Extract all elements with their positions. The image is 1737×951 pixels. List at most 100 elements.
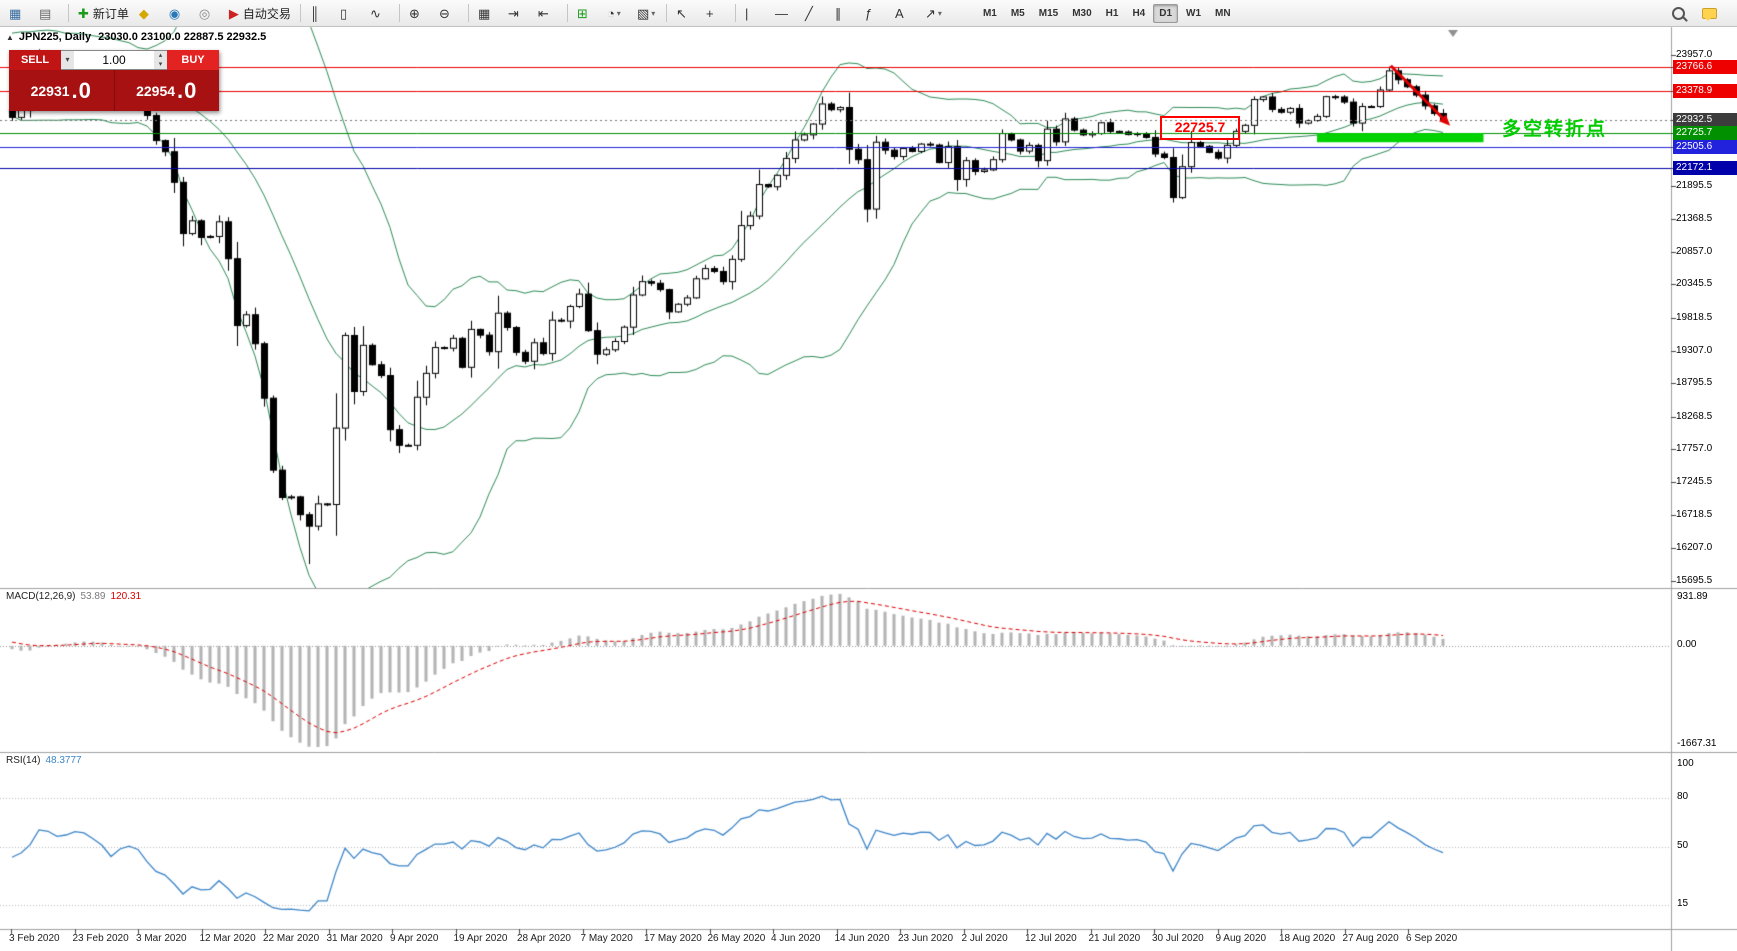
price-scale-label: 23957.0 bbox=[1676, 48, 1713, 60]
volume-dropdown-icon[interactable]: ▾ bbox=[61, 51, 74, 69]
chevron-down-icon: ▾ bbox=[937, 8, 942, 18]
price-annotation-box[interactable]: 22725.7 bbox=[1160, 116, 1240, 140]
chart-bars-button[interactable]: ║ bbox=[306, 1, 334, 25]
rsi-scale-label: 100 bbox=[1677, 758, 1694, 769]
periods-icon: ◔ bbox=[606, 5, 615, 21]
fibonacci-icon: ƒ bbox=[864, 5, 873, 21]
ask-frac: .0 bbox=[177, 77, 198, 103]
time-label: 2 Jul 2020 bbox=[961, 933, 1008, 944]
new-order-label: 新订单 bbox=[92, 6, 129, 21]
new-chart-icon: ▦ bbox=[9, 5, 22, 21]
time-label: 23 Jun 2020 bbox=[898, 933, 954, 944]
time-label: 23 Feb 2020 bbox=[72, 933, 129, 944]
trendline-button[interactable]: ╱ bbox=[801, 1, 829, 25]
buy-button[interactable]: BUY bbox=[167, 50, 219, 70]
indicators-button[interactable]: ⊞ bbox=[573, 1, 601, 25]
ask-price[interactable]: 22954.0 bbox=[115, 70, 220, 111]
volume-input[interactable] bbox=[74, 51, 154, 69]
zoom-in-icon: ⊕ bbox=[408, 5, 420, 21]
bid-price[interactable]: 22931.0 bbox=[9, 70, 115, 111]
zoom-out-icon: ⊖ bbox=[438, 5, 450, 21]
time-label: 30 Jul 2020 bbox=[1152, 933, 1204, 944]
tile-windows-icon: ▦ bbox=[477, 5, 491, 21]
chart-line-icon: ∿ bbox=[369, 5, 381, 21]
toolbar-separator bbox=[68, 4, 69, 22]
timeframe-m5[interactable]: M5 bbox=[1010, 7, 1025, 19]
toolbar: ▦ ▤ ✚ 新订单 ◆ ◉ ◎ ▶ 自动交易 ║ ▯ ∿ ⊕ ⊖ ▦ ⇥ ⇤ ⊞ ◔ ▾ ▧ ▾ ↖ + | ― ╱ ∥ ƒ A ↗ ▾ M1… bbox=[0, 0, 1737, 27]
spin-up-icon[interactable]: ▴ bbox=[158, 52, 163, 59]
metaeditor-button[interactable]: ◆ bbox=[135, 1, 163, 25]
time-label: 7 May 2020 bbox=[580, 933, 633, 944]
zoom-in-button[interactable]: ⊕ bbox=[405, 1, 433, 25]
vertical-line-button[interactable]: | bbox=[741, 1, 769, 25]
bid-frac: .0 bbox=[71, 77, 92, 103]
time-label: 3 Mar 2020 bbox=[136, 933, 187, 944]
time-label: 14 Jun 2020 bbox=[834, 933, 890, 944]
text-tool-button[interactable]: A bbox=[891, 1, 919, 25]
chart-ohlc-values: 23030.0 23100.0 22887.5 22932.5 bbox=[98, 31, 267, 43]
toolbar-right bbox=[1667, 1, 1727, 25]
arrows-tool-button[interactable]: ↗ ▾ bbox=[921, 1, 949, 25]
rsi-scale-label: 80 bbox=[1677, 790, 1689, 802]
templates-button[interactable]: ▧ ▾ bbox=[633, 1, 661, 25]
chat-button[interactable] bbox=[1698, 1, 1726, 25]
timeframe-mn[interactable]: MN bbox=[1215, 7, 1231, 19]
macd-scale-label: 931.89 bbox=[1677, 591, 1708, 602]
horizontal-line-button[interactable]: ― bbox=[771, 1, 799, 25]
price-scale-label: 21895.5 bbox=[1676, 179, 1713, 191]
timeframe-m30[interactable]: M30 bbox=[1072, 7, 1092, 19]
market-icon: ◉ bbox=[168, 5, 181, 21]
chart-line-button[interactable]: ∿ bbox=[366, 1, 394, 25]
chevron-down-icon: ▾ bbox=[651, 8, 656, 18]
timeframe-h4[interactable]: H4 bbox=[1132, 7, 1146, 19]
hline-price-label: 22725.7 bbox=[1673, 125, 1737, 140]
time-label: 6 Sep 2020 bbox=[1406, 933, 1458, 944]
price-scale-label: 19307.0 bbox=[1676, 344, 1713, 356]
timeframe-w1[interactable]: W1 bbox=[1186, 7, 1202, 19]
chart-bars-icon: ║ bbox=[309, 5, 320, 21]
macd-scale-label: 0.00 bbox=[1677, 638, 1697, 650]
chart-symbol-period: JPN225, Daily bbox=[18, 31, 92, 43]
time-label: 21 Jul 2020 bbox=[1088, 933, 1141, 944]
time-label: 3 Feb 2020 bbox=[9, 933, 60, 944]
turning-point-annotation[interactable]: 多空转折点 bbox=[1502, 119, 1608, 140]
price-scale-label: 18268.5 bbox=[1676, 410, 1713, 422]
timeframe-h1[interactable]: H1 bbox=[1105, 7, 1119, 19]
new-order-button[interactable]: ✚ 新订单 bbox=[74, 1, 133, 25]
equidistant-channel-button[interactable]: ∥ bbox=[831, 1, 859, 25]
chart-title: ▲ JPN225, Daily 23030.0 23100.0 22887.5 22… bbox=[6, 31, 266, 43]
time-label: 26 May 2020 bbox=[707, 933, 766, 944]
timeframe-m1[interactable]: M1 bbox=[982, 7, 997, 19]
trade-panel-toggle-icon[interactable]: ▲ bbox=[6, 33, 14, 42]
timeframe-bar: M1 M5 M15 M30 H1 H4 D1 W1 MN bbox=[976, 3, 1238, 23]
profiles-button[interactable]: ▤ bbox=[35, 1, 63, 25]
arrows-tool-icon: ↗ bbox=[924, 5, 936, 21]
search-button[interactable] bbox=[1668, 1, 1696, 25]
chart-shift-button[interactable]: ⇤ bbox=[534, 1, 562, 25]
text-tool-icon: A bbox=[894, 5, 904, 21]
search-icon bbox=[1672, 6, 1685, 20]
sell-button[interactable]: SELL bbox=[9, 50, 61, 70]
auto-scroll-button[interactable]: ⇥ bbox=[504, 1, 532, 25]
cursor-button[interactable]: ↖ bbox=[672, 1, 700, 25]
timeframe-m15[interactable]: M15 bbox=[1038, 7, 1059, 19]
new-chart-button[interactable]: ▦ bbox=[5, 1, 33, 25]
market-button[interactable]: ◉ bbox=[165, 1, 193, 25]
price-scale-label: 16718.5 bbox=[1676, 509, 1713, 521]
volume-spinner[interactable]: ▴ ▾ bbox=[154, 51, 167, 69]
fibonacci-button[interactable]: ƒ bbox=[861, 1, 889, 25]
spin-down-icon[interactable]: ▾ bbox=[158, 61, 163, 68]
chart-candles-icon: ▯ bbox=[339, 5, 348, 21]
periods-button[interactable]: ◔ ▾ bbox=[603, 1, 631, 25]
autotrading-button[interactable]: ▶ 自动交易 bbox=[225, 1, 295, 25]
price-scale-label: 16207.0 bbox=[1676, 542, 1713, 553]
new-order-icon: ✚ bbox=[78, 5, 89, 21]
crosshair-button[interactable]: + bbox=[702, 1, 730, 25]
timeframe-d1[interactable]: D1 bbox=[1153, 3, 1179, 23]
tile-windows-button[interactable]: ▦ bbox=[474, 1, 502, 25]
chart-candles-button[interactable]: ▯ bbox=[336, 1, 364, 25]
time-label: 12 Jul 2020 bbox=[1025, 933, 1077, 944]
zoom-out-button[interactable]: ⊖ bbox=[435, 1, 463, 25]
signals-button[interactable]: ◎ bbox=[195, 1, 223, 25]
